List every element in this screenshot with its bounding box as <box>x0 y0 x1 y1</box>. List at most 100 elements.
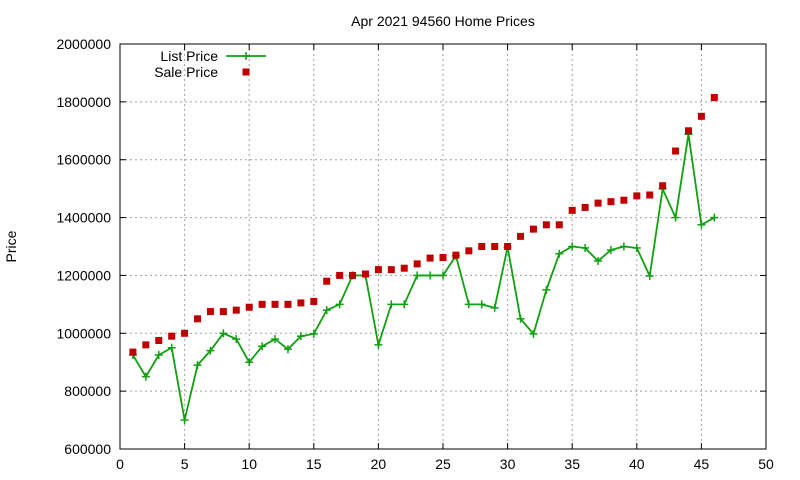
sale-price-point <box>181 329 189 337</box>
list-price-point <box>426 271 435 280</box>
list-price-point <box>632 243 641 252</box>
sale-price-point <box>517 232 525 240</box>
list-price-point <box>645 272 654 281</box>
list-price-point <box>439 271 447 280</box>
list-price-point <box>271 335 280 344</box>
list-price-point <box>542 285 551 294</box>
sale-price-point <box>620 196 628 204</box>
sale-price-point <box>542 221 550 229</box>
x-tick-label: 0 <box>116 456 124 472</box>
grid <box>120 44 766 449</box>
legend-label: List Price <box>160 48 218 64</box>
list-price-point <box>568 242 577 251</box>
sale-price-point <box>426 254 434 262</box>
sale-price-point <box>387 266 395 274</box>
list-price-point <box>581 243 590 252</box>
list-price-series <box>128 130 719 425</box>
sale-price-point <box>697 112 705 120</box>
legend-item-list-price: List Price <box>160 48 266 64</box>
x-tick-label: 50 <box>758 456 774 472</box>
list-price-point <box>606 245 615 254</box>
sale-price-point <box>129 348 137 356</box>
list-price-point <box>180 416 189 425</box>
list-price-point <box>619 242 628 251</box>
sale-price-point <box>323 277 331 285</box>
legend-marker <box>242 52 250 60</box>
sale-price-point <box>594 199 602 207</box>
sale-price-point <box>349 271 357 279</box>
list-price-point <box>296 332 305 341</box>
list-price-point <box>464 300 473 309</box>
sale-price-point <box>245 303 253 311</box>
sale-price-point <box>529 225 537 233</box>
sale-price-point <box>478 243 486 250</box>
sale-price-point <box>206 308 214 316</box>
list-price-point <box>206 346 215 355</box>
y-tick-label: 1000000 <box>56 325 111 341</box>
sale-price-point <box>710 94 718 102</box>
list-price-point <box>219 329 228 338</box>
list-price-point <box>710 213 719 222</box>
sale-price-point <box>194 315 202 323</box>
x-tick-label: 30 <box>500 456 516 472</box>
list-price-point <box>245 358 254 367</box>
list-price-point <box>232 335 241 344</box>
sale-price-point <box>465 247 473 255</box>
sale-price-point <box>400 264 408 272</box>
sale-price-point <box>633 192 641 200</box>
sale-price-point <box>439 253 447 261</box>
list-price-point <box>335 300 344 309</box>
sale-price-point <box>142 341 150 349</box>
sale-price-point <box>581 203 589 211</box>
list-price-point <box>697 220 706 229</box>
sale-price-point <box>271 300 279 308</box>
x-tick-label: 5 <box>181 456 189 472</box>
sale-price-point <box>258 300 266 308</box>
x-tick-label: 35 <box>564 456 580 472</box>
y-tick-label: 1200000 <box>56 267 111 283</box>
list-price-point <box>193 361 202 370</box>
sale-price-point <box>219 308 227 316</box>
y-tick-label: 1400000 <box>56 210 111 226</box>
sale-price-point <box>568 206 576 214</box>
y-tick-label: 2000000 <box>56 36 111 52</box>
x-tick-label: 10 <box>241 456 257 472</box>
y-tick-label: 800000 <box>64 383 111 399</box>
y-tick-label: 600000 <box>64 441 111 457</box>
series <box>128 94 719 425</box>
list-price-point <box>387 300 396 309</box>
sale-price-point <box>297 299 305 307</box>
sale-price-point <box>284 300 292 308</box>
list-price-point <box>671 213 680 222</box>
legend-label: Sale Price <box>154 64 218 80</box>
x-tick-label: 40 <box>629 456 645 472</box>
sale-price-point <box>361 270 369 278</box>
y-tick-label: 1600000 <box>56 152 111 168</box>
list-price-point <box>167 343 176 352</box>
x-tick-label: 45 <box>694 456 710 472</box>
y-axis-title: Price <box>3 230 19 262</box>
sale-price-point <box>232 306 240 314</box>
list-price-point <box>594 256 603 265</box>
list-price-point <box>309 329 318 338</box>
plot-frame <box>119 43 767 450</box>
list-price-point <box>283 345 292 354</box>
list-price-point <box>322 306 331 315</box>
list-price-point <box>413 271 422 280</box>
sale-price-series <box>129 94 718 356</box>
list-price-point <box>529 329 538 338</box>
list-price-point <box>374 340 383 349</box>
sale-price-point <box>374 266 382 274</box>
sale-price-point <box>659 182 667 190</box>
list-price-point <box>400 300 409 309</box>
sale-price-point <box>310 297 318 305</box>
list-price-point <box>490 303 499 312</box>
x-tick-label: 15 <box>306 456 322 472</box>
sale-price-point <box>504 243 512 250</box>
y-tick-label: 1800000 <box>56 94 111 110</box>
list-price-point <box>154 350 163 359</box>
list-price-point <box>516 314 525 323</box>
sale-price-point <box>336 271 344 279</box>
